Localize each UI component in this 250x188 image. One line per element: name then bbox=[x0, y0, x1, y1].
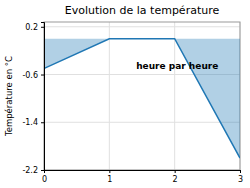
grid-line-y bbox=[44, 122, 240, 123]
tick: 0 bbox=[42, 170, 47, 184]
tick: 3 bbox=[238, 170, 243, 184]
y-label: Température en °C bbox=[4, 56, 14, 137]
tick-label: 2 bbox=[173, 175, 178, 184]
grid bbox=[44, 22, 240, 170]
tick-label: 0 bbox=[42, 175, 47, 184]
tick-label: -0.6 bbox=[22, 71, 38, 80]
x-label: heure par heure bbox=[136, 61, 218, 71]
line bbox=[44, 39, 240, 158]
grid-line-x bbox=[109, 22, 110, 170]
tick-label: 0.2 bbox=[25, 23, 38, 32]
tick-mark bbox=[240, 170, 241, 173]
grid-line-x bbox=[174, 22, 175, 170]
title: Evolution de la température bbox=[65, 4, 220, 17]
grid-line-y bbox=[44, 26, 240, 27]
tick-mark bbox=[41, 27, 44, 28]
x-axis: 0 1 2 3 bbox=[42, 170, 243, 184]
tick-mark bbox=[41, 122, 44, 123]
tick: 0.2 bbox=[25, 23, 44, 32]
tick-mark bbox=[41, 75, 44, 76]
plot-frame bbox=[44, 22, 240, 170]
plot: 0 1 2 3 0.2 -0.6 -1.4 -2.2 bbox=[22, 22, 243, 184]
y-axis: 0.2 -0.6 -1.4 -2.2 bbox=[22, 23, 44, 176]
tick-label: 3 bbox=[238, 175, 243, 184]
chart: 0 1 2 3 0.2 -0.6 -1.4 -2.2 Evolution de la tempé… bbox=[0, 0, 250, 188]
tick-label: -2.2 bbox=[22, 166, 38, 175]
tick-mark bbox=[175, 170, 176, 173]
tick-label: -1.4 bbox=[22, 118, 38, 127]
tick-label: 1 bbox=[107, 175, 112, 184]
axis-line bbox=[45, 171, 241, 174]
tick: -2.2 bbox=[22, 166, 44, 175]
marks bbox=[44, 39, 240, 158]
tick: -0.6 bbox=[22, 71, 44, 80]
tick-mark bbox=[41, 170, 44, 171]
tick: -1.4 bbox=[22, 118, 44, 127]
tick: 2 bbox=[173, 170, 178, 184]
tick: 1 bbox=[107, 170, 112, 184]
tick-mark bbox=[109, 170, 110, 173]
axis-line bbox=[41, 23, 45, 171]
area bbox=[44, 39, 240, 158]
